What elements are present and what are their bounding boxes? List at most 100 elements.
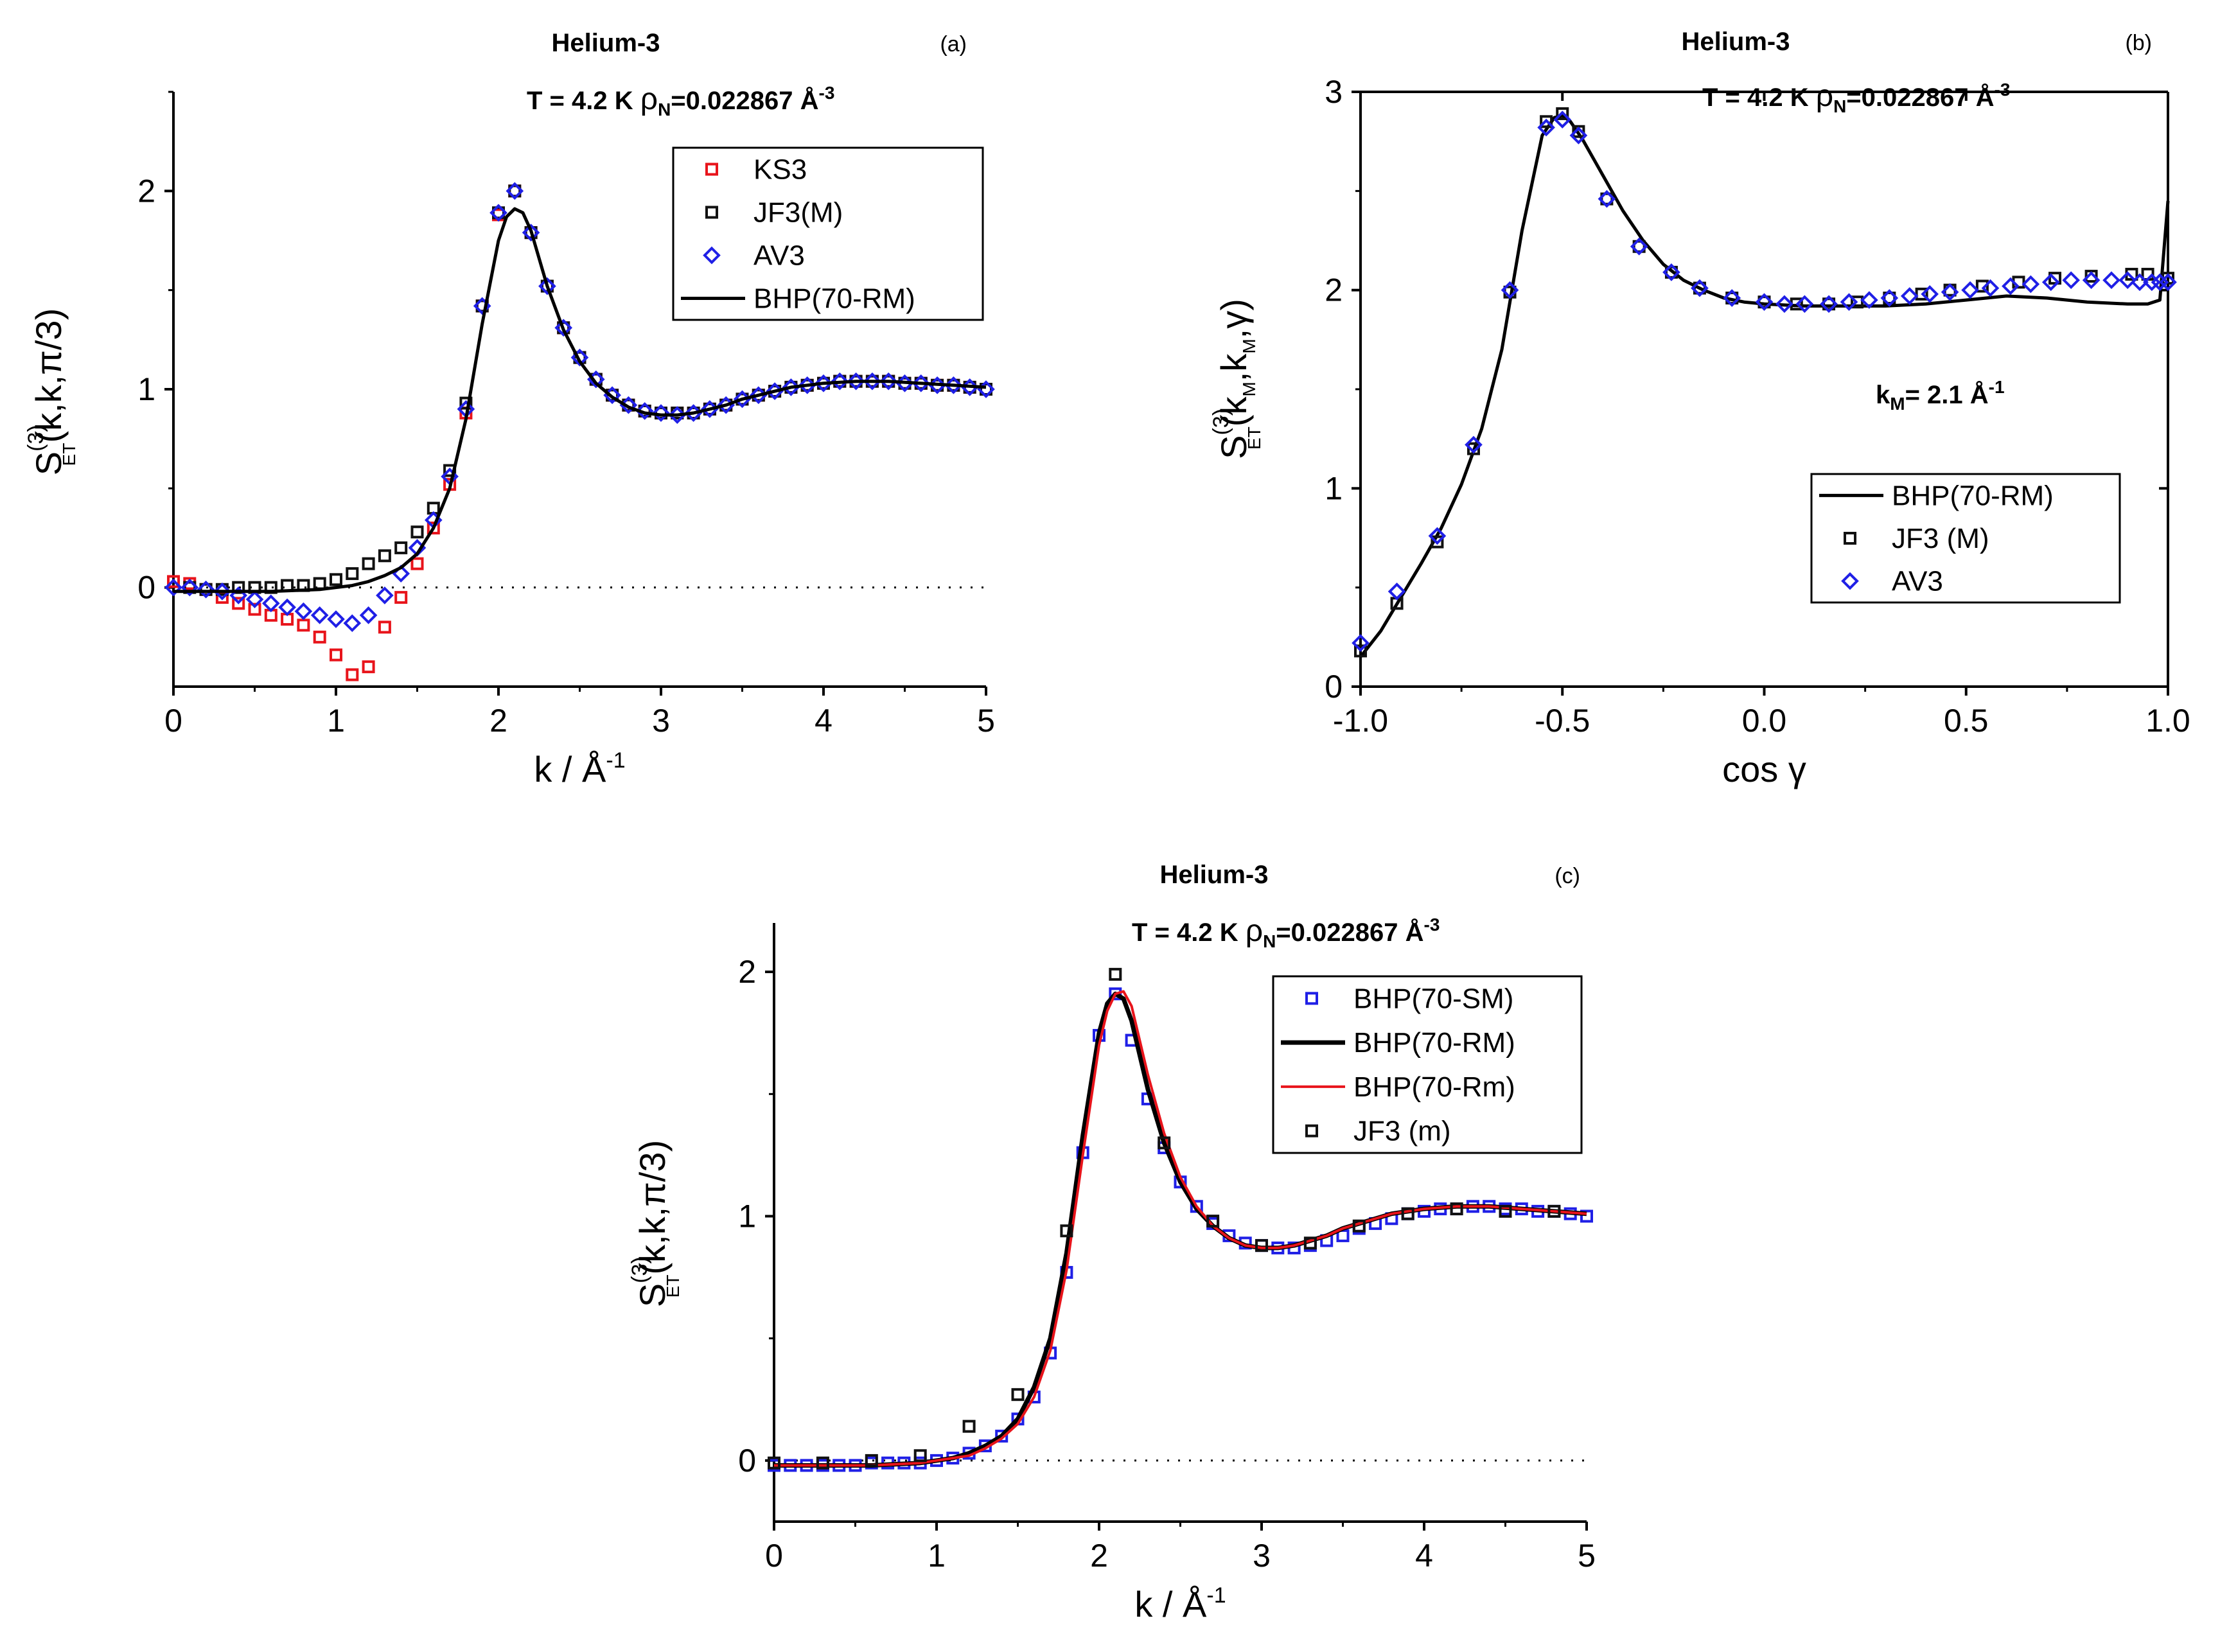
data-point [1431, 535, 1444, 549]
temperature-text: T = 4.2 K [527, 87, 640, 115]
y-axis-label-group: S(3) ET(k,k,π/3) [628, 1140, 683, 1307]
data-point [343, 614, 362, 633]
x-label-main: cos γ [1722, 749, 1806, 789]
density-symbol: ρ [640, 82, 658, 116]
x-tick-label: 3 [1253, 1538, 1271, 1574]
legend-marker-swatch [1305, 1124, 1318, 1138]
y-tick-label: 1 [738, 1198, 756, 1234]
data-point [310, 606, 329, 624]
data-point [912, 374, 930, 392]
data-point [1388, 583, 1406, 601]
conditions-label: T = 4.2 K ρN=0.022867 Å-3 [1132, 914, 1440, 951]
x-tick-label: 4 [815, 703, 833, 739]
temperature-text: T = 4.2 K [1702, 83, 1816, 112]
k-m-subscript: M [1890, 394, 1905, 414]
data-point [606, 389, 619, 402]
data-point [1822, 297, 1836, 311]
data-point [1880, 289, 1899, 307]
y-label-superscript: (3) [24, 425, 48, 452]
x-tick-label: 4 [1415, 1538, 1433, 1574]
panel-label: (c) [1555, 864, 1580, 888]
data-point [1981, 279, 2000, 297]
data-point [944, 376, 963, 394]
data-point [1011, 1388, 1025, 1402]
y-axis-label-group: S(3)ET(kM,kM,γ) [1209, 299, 1264, 459]
x-tick-label: 5 [1578, 1538, 1596, 1574]
y-label-subscript: ET [1244, 426, 1264, 450]
chart-title: Helium-3 [552, 29, 660, 57]
data-point [1428, 527, 1447, 545]
density-symbol: ρ [1816, 79, 1833, 113]
y-tick-label: 2 [738, 954, 756, 990]
y-label-arg-sub: M [1239, 338, 1259, 353]
x-tick-label: 1.0 [2145, 703, 2190, 739]
data-point [1450, 1202, 1463, 1216]
data-point [346, 567, 359, 581]
panel-label: (a) [940, 32, 967, 57]
y-tick-label: 2 [137, 173, 155, 209]
data-point [1755, 293, 1774, 312]
legend-marker-swatch [1841, 572, 1859, 590]
data-point [1556, 107, 1569, 120]
data-point [410, 525, 424, 539]
data-point [378, 620, 391, 634]
x-axis-label: k / Å-1 [1134, 1583, 1226, 1624]
data-point [913, 1449, 927, 1463]
density-value: =0.022867 Å [1276, 918, 1423, 947]
data-point [197, 580, 215, 599]
data-point [668, 406, 687, 424]
legend-entry-label: JF3 (m) [1353, 1116, 1451, 1147]
data-point [1961, 281, 1979, 299]
data-point [1795, 295, 1814, 313]
data-point [378, 549, 391, 563]
data-point [1501, 281, 1519, 299]
data-point [1598, 189, 1616, 208]
panel-label: (b) [2125, 31, 2152, 55]
x-tick-label: 5 [977, 703, 995, 739]
data-point [427, 522, 440, 535]
y-tick-label: 0 [1325, 669, 1343, 705]
density-value: =0.022867 Å [671, 86, 818, 115]
x-label-exponent: -1 [1206, 1583, 1226, 1608]
series-line [173, 207, 987, 593]
data-point [362, 557, 375, 570]
data-point [2022, 275, 2040, 294]
x-tick-label: 1 [928, 1538, 946, 1574]
data-point [980, 383, 992, 396]
x-tick-label: 0.0 [1742, 703, 1787, 739]
data-point [798, 376, 816, 394]
data-point [1206, 1215, 1220, 1228]
data-point [1851, 295, 1864, 309]
data-point [538, 277, 556, 295]
y-label-s: S [632, 1283, 673, 1307]
x-axis-label: cos γ [1722, 749, 1806, 789]
k-m-annotation: kM= 2.1 Å-1 [1876, 377, 2005, 414]
data-point [1401, 1207, 1414, 1220]
data-point [1975, 279, 1989, 293]
data-point [181, 578, 199, 597]
data-point [229, 586, 248, 604]
data-point [489, 204, 507, 222]
data-point [768, 1456, 780, 1470]
legend-entry-label: BHP(70-Rm) [1353, 1071, 1515, 1103]
y-label-subscript: ET [59, 443, 79, 466]
y-axis-label: S(3) ET(k,k,π/3) [24, 308, 79, 475]
series-bhp-70-rm- [774, 990, 1587, 1467]
legend: BHP(70-SM) BHP(70-RM) BHP(70-Rm) JF3 (m) [1272, 975, 1583, 1154]
legend-marker-swatch [705, 163, 718, 176]
data-point [2002, 277, 2020, 295]
data-point [1632, 240, 1646, 253]
data-point [1600, 192, 1614, 206]
legend-marker-swatch [703, 246, 721, 265]
data-point [1303, 1236, 1317, 1250]
data-point [248, 602, 261, 616]
data-point [1691, 279, 1709, 297]
data-point [1693, 281, 1706, 295]
data-point [199, 583, 213, 596]
data-point [1725, 292, 1739, 305]
data-point [2084, 270, 2098, 283]
data-point [2102, 271, 2120, 290]
data-point [330, 648, 342, 662]
density-exponent: -3 [819, 83, 835, 103]
